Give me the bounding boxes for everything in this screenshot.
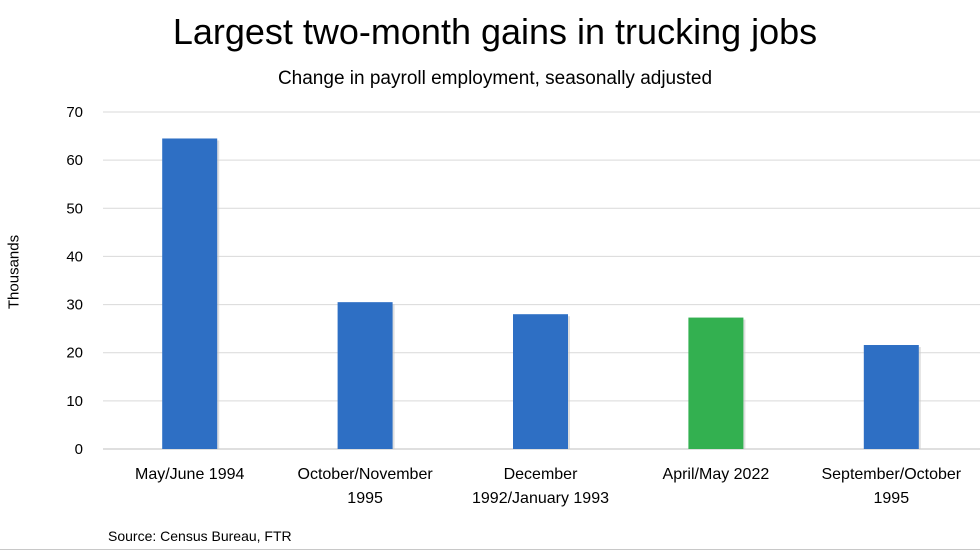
- x-tick-label: 1995: [874, 490, 910, 507]
- chart-subtitle: Change in payroll employment, seasonally…: [277, 68, 713, 89]
- y-tick-label: 70: [66, 104, 83, 121]
- bar: [162, 138, 218, 449]
- y-tick-label: 0: [75, 441, 83, 458]
- y-tick-label: 40: [66, 248, 83, 265]
- bar: [863, 345, 919, 449]
- x-tick-label: October/November: [298, 466, 434, 483]
- y-tick-label: 10: [66, 393, 83, 410]
- source-note: Source: Census Bureau, FTR: [108, 528, 292, 544]
- bar: [513, 314, 568, 449]
- x-tick-label: 1995: [347, 490, 383, 507]
- x-tick-label: December: [504, 466, 578, 483]
- y-tick-label: 20: [66, 345, 83, 362]
- chart-title: Largest two-month gains in trucking jobs: [172, 11, 818, 52]
- y-tick-label: 50: [66, 200, 83, 217]
- bar: [688, 317, 744, 449]
- x-tick-label: 1992/January 1993: [472, 490, 609, 507]
- x-tick-label: September/October: [821, 466, 961, 483]
- y-tick-label: 60: [66, 152, 83, 169]
- x-tick-label: May/June 1994: [135, 466, 245, 483]
- bottom-divider: [0, 549, 980, 550]
- y-tick-label: 30: [66, 297, 83, 314]
- x-tick-label: April/May 2022: [663, 466, 770, 483]
- bar: [337, 302, 393, 449]
